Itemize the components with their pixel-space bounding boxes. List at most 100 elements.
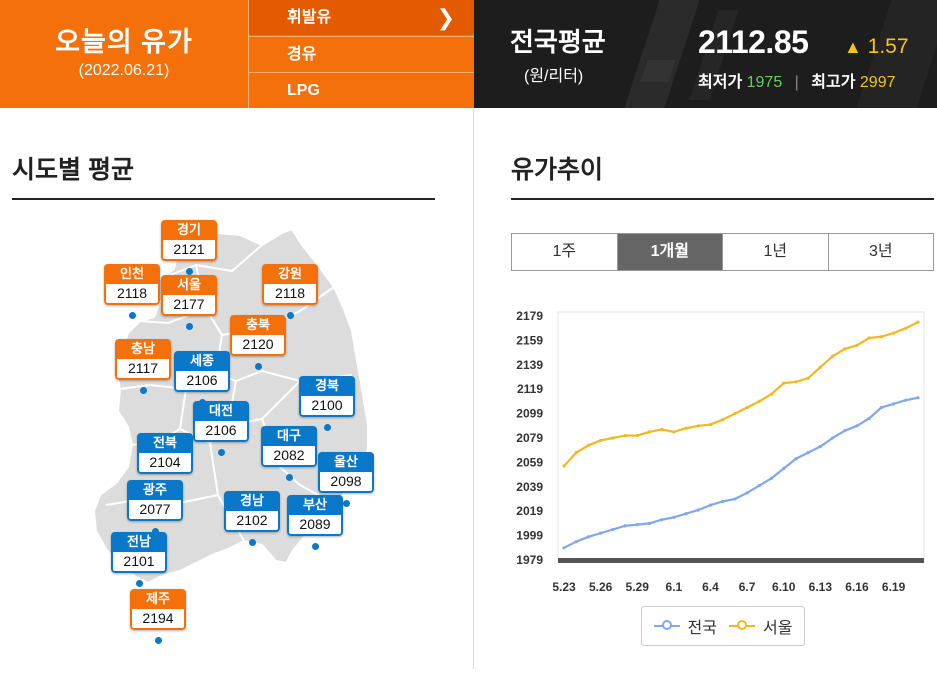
triangle-up-icon: ▲	[844, 37, 862, 57]
x-tick-label: 6.10	[772, 580, 796, 594]
period-tabs: 1주 1개월 1년 3년	[511, 233, 934, 271]
region-price: 2104	[137, 453, 193, 474]
fuel-item-lpg[interactable]: LPG	[249, 72, 475, 107]
data-point	[794, 380, 798, 384]
region-location-dot	[136, 580, 143, 587]
region-location-dot	[186, 268, 193, 275]
data-point	[733, 412, 737, 416]
data-point	[611, 436, 615, 440]
y-tick-label: 2059	[516, 455, 543, 469]
y-tick-label: 2039	[516, 480, 543, 494]
fuel-item-gasoline[interactable]: 휘발유 ❯	[249, 0, 475, 35]
region-name: 서울	[161, 275, 217, 295]
data-point	[574, 451, 578, 455]
y-tick-label: 2139	[516, 358, 543, 372]
x-tick-label: 6.13	[809, 580, 833, 594]
region-price: 2106	[174, 371, 230, 392]
trend-title: 유가추이	[511, 156, 604, 184]
series-line-national	[563, 396, 919, 549]
x-tick-label: 5.23	[552, 580, 576, 594]
price-trend-chart: 1979 1999 2019 2039 2059 2079 2099 2119 2139 2159…	[516, 309, 925, 594]
region-name: 대구	[261, 426, 317, 446]
data-point	[806, 376, 810, 380]
region-name: 제주	[130, 589, 186, 609]
data-point	[684, 512, 688, 516]
y-tick-label: 2019	[516, 504, 543, 518]
region-price: 2089	[287, 515, 343, 536]
region-location-dot	[287, 312, 294, 319]
region-badge[interactable]: 경북 2100	[299, 376, 355, 417]
region-badge[interactable]: 경남 2102	[224, 491, 280, 532]
x-tick-label: 6.7	[739, 580, 756, 594]
region-badge[interactable]: 세종 2106	[174, 351, 230, 392]
data-point	[708, 422, 713, 427]
legend-item-national[interactable]: 전국	[653, 614, 717, 638]
region-name: 광주	[127, 480, 183, 500]
tab-1-week[interactable]: 1주	[552, 243, 577, 260]
fuel-item-diesel[interactable]: 경유	[249, 36, 475, 71]
data-point	[891, 331, 896, 335]
region-name: 경북	[299, 376, 355, 396]
y-tick-label: 2099	[516, 407, 543, 421]
region-badge[interactable]: 경기 2121	[161, 220, 217, 261]
region-badge[interactable]: 전남 2101	[111, 532, 167, 573]
region-name: 전남	[111, 532, 167, 552]
region-badge[interactable]: 부산 2089	[287, 495, 343, 536]
y-tick-label: 1999	[516, 529, 543, 543]
data-point	[672, 430, 676, 434]
x-tick-label: 5.29	[626, 580, 650, 594]
today-price-panel: 오늘의 유가 (2022.06.21)	[0, 0, 248, 108]
region-name: 부산	[287, 495, 343, 515]
regions-title: 시도별 평균	[12, 156, 134, 184]
data-point	[806, 451, 810, 455]
x-tick-label: 5.26	[589, 580, 613, 594]
tab-1-month[interactable]: 1개월	[616, 234, 722, 270]
region-location-dot	[324, 424, 331, 431]
region-badge[interactable]: 제주 2194	[130, 589, 186, 630]
max-price-label: 최고가	[811, 74, 856, 91]
tab-3-years[interactable]: 3년	[827, 234, 934, 270]
x-tick-label: 6.4	[702, 580, 719, 594]
fuel-type-menu: 휘발유 ❯ 경유 LPG	[248, 0, 475, 108]
region-badge[interactable]: 울산 2098	[318, 452, 374, 493]
region-name: 대전	[193, 401, 249, 421]
data-point	[708, 503, 713, 507]
region-price: 2077	[127, 500, 183, 521]
y-tick-label: 1979	[516, 553, 543, 567]
region-name: 충남	[115, 339, 171, 359]
plot-area	[557, 311, 925, 561]
region-badge[interactable]: 광주 2077	[127, 480, 183, 521]
region-price: 2098	[318, 472, 374, 493]
data-point	[830, 354, 835, 358]
region-name: 인천	[104, 264, 160, 284]
data-point	[586, 443, 591, 447]
data-point	[647, 430, 652, 434]
max-price-value: 2997	[859, 74, 896, 91]
data-point	[855, 343, 859, 347]
tab-1-year[interactable]: 1년	[722, 234, 828, 270]
region-price: 2117	[115, 359, 171, 380]
region-badge[interactable]: 대전 2106	[193, 401, 249, 442]
region-badge[interactable]: 강원 2118	[262, 264, 318, 305]
region-badge[interactable]: 인천 2118	[104, 264, 160, 305]
data-point	[830, 436, 835, 440]
region-price: 2177	[161, 295, 217, 316]
data-point	[782, 466, 786, 471]
data-point	[818, 444, 822, 449]
region-price: 2106	[193, 421, 249, 442]
data-point	[696, 508, 700, 512]
region-name: 경기	[161, 220, 217, 240]
region-price: 2102	[224, 511, 280, 532]
region-badge[interactable]: 대구 2082	[261, 426, 317, 467]
legend-item-seoul[interactable]: 서울	[729, 614, 792, 638]
region-badge[interactable]: 충북 2120	[230, 315, 286, 356]
region-badge[interactable]: 서울 2177	[161, 275, 217, 316]
data-point	[769, 476, 774, 480]
data-point	[904, 326, 908, 330]
today-price-date: (2022.06.21)	[78, 62, 170, 79]
data-point	[599, 531, 603, 535]
data-point	[599, 438, 603, 443]
region-badge[interactable]: 충남 2117	[115, 339, 171, 380]
data-point	[672, 515, 676, 519]
region-badge[interactable]: 전북 2104	[137, 433, 193, 474]
